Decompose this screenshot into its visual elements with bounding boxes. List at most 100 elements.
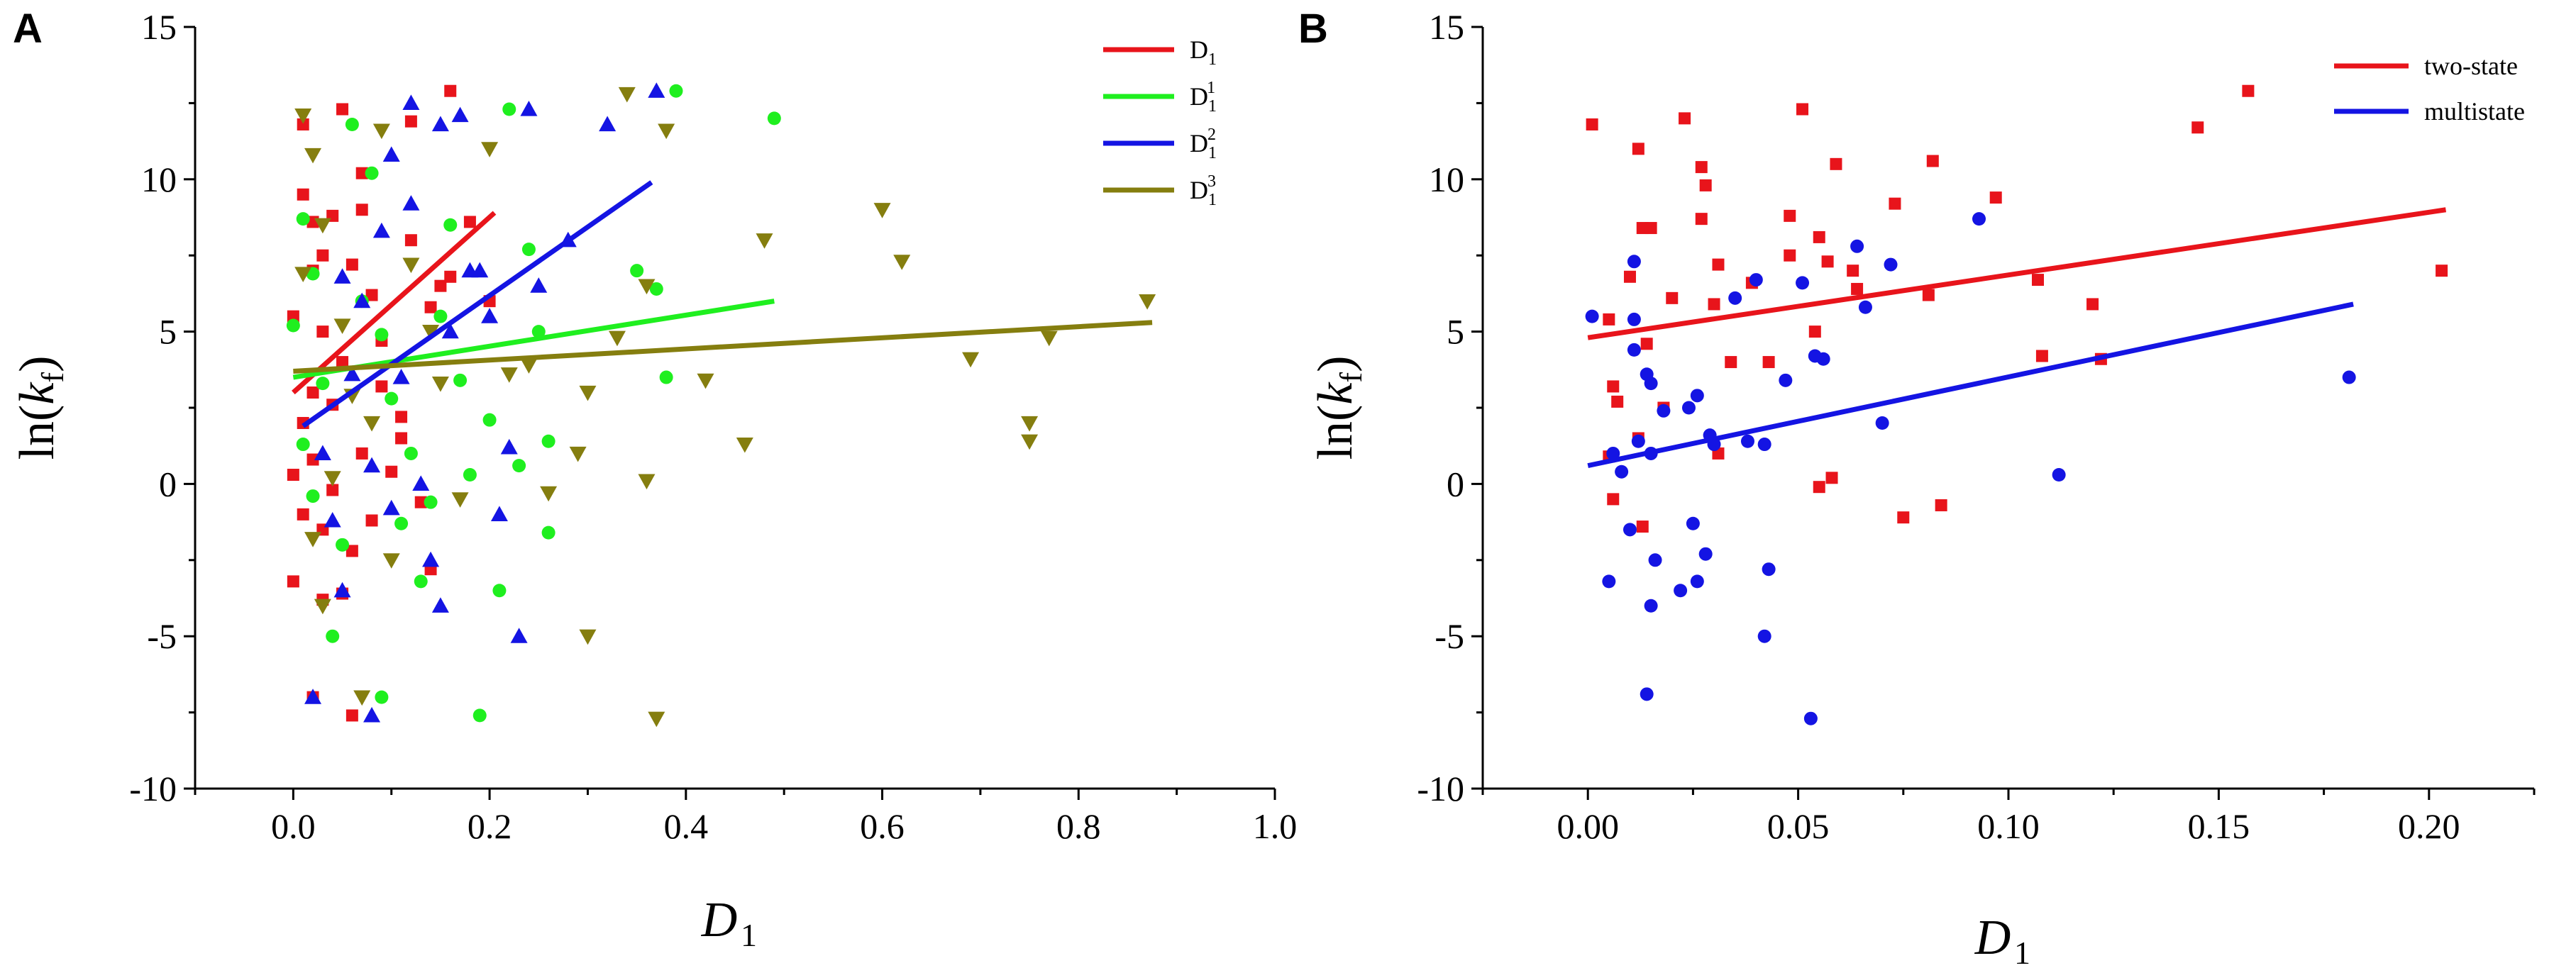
series-2 (304, 82, 665, 723)
legend-label: D11 (1190, 79, 1216, 116)
data-point (520, 100, 538, 116)
y-axis-label-sub: f (1334, 372, 1369, 383)
data-point (324, 511, 341, 528)
data-point (608, 330, 626, 347)
data-point (1803, 711, 1818, 725)
data-point (1830, 157, 1842, 170)
data-point (502, 102, 516, 116)
data-point (630, 264, 644, 278)
data-point (404, 234, 417, 247)
x-tick-label: 0.20 (2398, 806, 2460, 846)
data-point (1897, 511, 1910, 524)
data-point (333, 318, 351, 335)
y-tick-label: 5 (159, 312, 177, 352)
data-point (306, 386, 319, 399)
y-tick-label: -10 (129, 769, 177, 808)
data-point (1762, 562, 1776, 577)
data-point (1636, 521, 1649, 533)
data-point (1139, 294, 1156, 310)
x-tick-label: 1.0 (1253, 806, 1298, 846)
data-point (500, 438, 518, 455)
data-point (306, 489, 320, 504)
data-point (520, 358, 538, 374)
data-point (316, 249, 329, 262)
data-point (441, 323, 459, 339)
legend-label: two-state (2424, 52, 2518, 80)
data-point (346, 709, 358, 722)
data-point (1623, 270, 1636, 283)
data-point (1606, 446, 1620, 460)
data-point (431, 116, 449, 132)
data-point (314, 445, 331, 461)
data-point (1698, 547, 1713, 561)
data-point (1657, 404, 1671, 418)
y-axis-label-sub: f (35, 372, 70, 383)
data-point (346, 258, 358, 271)
data-point (316, 326, 329, 338)
data-point (286, 318, 300, 333)
legend-label-name: D (1190, 129, 1208, 157)
legend-label-name: D (1190, 35, 1208, 64)
data-point (638, 279, 656, 295)
data-point (336, 103, 349, 116)
data-point (579, 385, 597, 401)
data-point (297, 188, 309, 201)
panel-b: B -10 -5 0 5 10 15 0.00 0.05 0.10 0.15 0.20 D 1 ln(kf)… (1298, 6, 2536, 968)
legend-label-subscript: 1 (1208, 144, 1217, 162)
data-point (2436, 265, 2448, 277)
data-point (444, 270, 457, 283)
data-point (1602, 574, 1616, 589)
data-point (1779, 373, 1793, 387)
data-point (1611, 395, 1624, 408)
data-point (736, 437, 753, 453)
data-point (1644, 222, 1657, 235)
data-point (382, 146, 400, 162)
data-point (422, 325, 440, 340)
y-tick-label: 15 (1429, 7, 1464, 47)
data-point (521, 243, 536, 257)
data-point (343, 365, 361, 382)
x-tick-label: 0.6 (860, 806, 905, 846)
y-tick-label: -5 (147, 616, 177, 656)
data-point (756, 233, 773, 249)
data-point (873, 203, 891, 218)
data-point (402, 257, 420, 274)
data-point (1712, 258, 1725, 271)
data-point (1875, 416, 1889, 430)
legend-label-superscript: 2 (1207, 126, 1216, 144)
data-point (1989, 191, 2002, 204)
data-point (314, 218, 331, 234)
legend-label-superscript: 3 (1207, 172, 1216, 191)
data-point (1627, 343, 1641, 357)
x-axis-label: D (701, 893, 738, 947)
data-point (1040, 330, 1058, 347)
data-point (394, 516, 409, 530)
data-point (1808, 326, 1821, 338)
data-point (1926, 155, 1939, 167)
data-point (404, 446, 418, 460)
data-point (1784, 249, 1796, 262)
data-point (375, 380, 388, 393)
panel-letter: A (13, 6, 43, 52)
data-point (1851, 282, 1864, 295)
y-tick-label: -10 (1417, 769, 1464, 808)
data-point (422, 551, 440, 567)
data-point (1821, 255, 1834, 268)
data-point (658, 123, 675, 140)
data-point (365, 514, 378, 527)
y-axis-label-k: k (1308, 382, 1363, 405)
data-point (375, 690, 389, 704)
data-point (1623, 523, 1637, 537)
data-point (316, 377, 330, 391)
fit-line (1587, 207, 2447, 340)
data-point (355, 204, 368, 216)
data-point (306, 453, 319, 466)
y-axis-label-suffix: ) (10, 356, 65, 372)
x-tick-label: 0.4 (664, 806, 709, 846)
series-1 (286, 84, 781, 723)
legend-label-name: D (1190, 176, 1208, 204)
data-point (481, 142, 499, 157)
data-point (659, 370, 673, 384)
data-point (1889, 197, 1901, 210)
